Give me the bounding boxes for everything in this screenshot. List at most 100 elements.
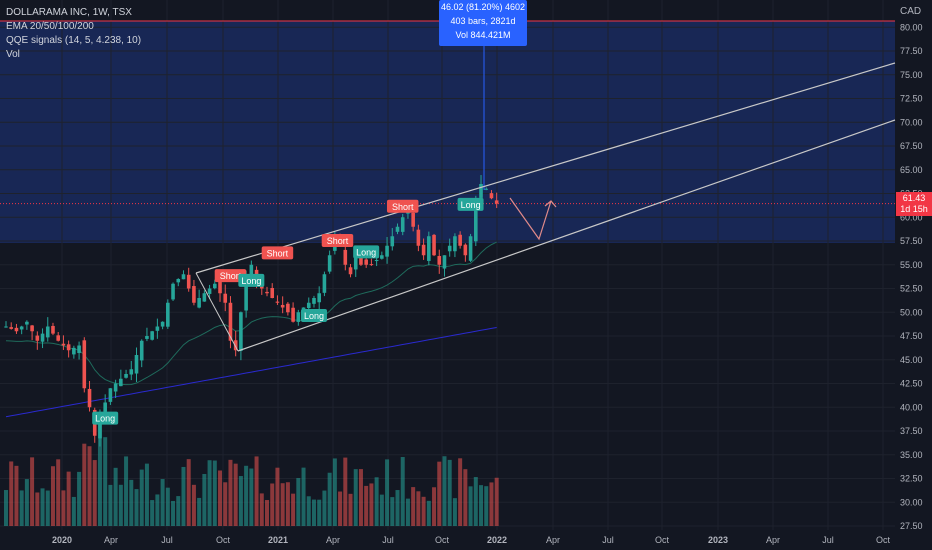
candle-body: [98, 416, 102, 439]
channel-lower-line: [237, 119, 896, 352]
candle-body: [327, 255, 332, 272]
volume-bar: [24, 479, 29, 526]
candle-body: [134, 355, 139, 374]
volume-bar: [447, 459, 452, 526]
signal-label: Short: [392, 202, 414, 212]
volume-bar: [134, 489, 139, 526]
volume-bar: [338, 491, 343, 526]
candle-body: [61, 343, 66, 346]
candle-body: [40, 333, 45, 342]
indicator-qqe[interactable]: QQE signals (14, 5, 4.238, 10): [6, 35, 142, 46]
volume-bar: [155, 494, 160, 526]
last-price-tag: 61.43 1d 15h: [896, 192, 932, 216]
candle-body: [479, 184, 483, 198]
symbol-title[interactable]: DOLLARAMA INC, 1W, TSX: [6, 7, 132, 18]
volume-bar: [139, 469, 144, 526]
candle-body: [348, 267, 353, 275]
signal-label-bg: [300, 309, 327, 323]
volume-bar: [426, 500, 431, 526]
candle-body: [322, 274, 327, 293]
candle-body: [437, 256, 442, 265]
candle-body: [228, 302, 233, 341]
candle-body: [468, 236, 473, 261]
volume-bar: [291, 493, 296, 526]
y-tick-label: 80.00: [900, 22, 923, 32]
candle-body: [380, 255, 384, 259]
x-tick-label: 2022: [487, 535, 507, 545]
volume-bar: [452, 498, 457, 526]
candle-body: [14, 327, 19, 332]
y-tick-label: 77.50: [900, 46, 923, 56]
volume-bar: [233, 463, 238, 526]
volume-bar: [353, 469, 358, 526]
volume-bar: [218, 470, 223, 526]
y-tick-label: 75.00: [900, 70, 923, 80]
currency-label: CAD: [900, 6, 922, 17]
candle-body: [400, 217, 405, 232]
volume-bar: [35, 492, 40, 526]
volume-bar: [144, 463, 149, 526]
y-tick-label: 47.50: [900, 331, 923, 341]
candle-body: [103, 402, 107, 412]
bar-countdown: 1d 15h: [900, 204, 928, 214]
candle-body: [291, 307, 295, 322]
volume-bar: [421, 496, 426, 526]
y-tick-label: 72.50: [900, 94, 923, 104]
channel-left-edge: [195, 272, 239, 352]
candle-body: [72, 347, 76, 355]
candle-body: [489, 193, 494, 199]
candle-body: [4, 326, 8, 328]
candle-body: [207, 288, 212, 294]
indicator-vol[interactable]: Vol: [6, 49, 20, 60]
volume-bar: [108, 484, 113, 526]
signal-label-bg: [321, 234, 354, 247]
signal-label: Short: [327, 236, 349, 246]
volume-bar: [249, 468, 254, 526]
volume-bar: [45, 490, 50, 526]
candle-body: [19, 326, 24, 330]
volume-bar: [87, 446, 92, 526]
candle-body: [458, 234, 462, 246]
volume-bar: [124, 456, 129, 526]
volume-bars: [4, 422, 499, 526]
candle-body: [202, 293, 207, 302]
volume-bar: [19, 490, 24, 526]
x-tick-label: Jul: [161, 535, 173, 545]
y-tick-label: 67.50: [900, 141, 923, 151]
time-axis[interactable]: 2020 Apr Jul Oct 2021 Apr Jul Oct 2022 Apr Jul Oct 2…: [52, 535, 891, 545]
y-tick-label: 30.00: [900, 497, 923, 507]
volume-bar: [71, 496, 76, 526]
candle-body: [359, 257, 363, 265]
indicator-ema[interactable]: EMA 20/50/100/200: [6, 21, 94, 32]
volume-bar: [405, 498, 410, 526]
x-tick-label: Jul: [602, 535, 614, 545]
candle-body: [218, 281, 222, 294]
x-tick-label: Apr: [766, 535, 780, 545]
volume-bar: [494, 477, 499, 526]
volume-bar: [280, 483, 285, 526]
y-tick-label: 60.00: [900, 212, 923, 222]
y-tick-label: 35.00: [900, 450, 923, 460]
volume-bar: [171, 500, 176, 526]
x-tick-label: Apr: [326, 535, 340, 545]
trend-channel[interactable]: [195, 62, 896, 352]
measure-volume: Vol 844.421M: [455, 30, 511, 40]
volume-bar: [479, 485, 484, 526]
y-tick-label: 40.00: [900, 402, 923, 412]
chart-grid: [0, 0, 895, 530]
volume-bar: [244, 465, 249, 526]
volume-bar: [238, 476, 243, 526]
volume-bar: [150, 500, 155, 526]
candle-body: [265, 291, 269, 294]
signal-label-bg: [92, 411, 119, 425]
price-axis[interactable]: 80.0077.5075.0072.5070.0067.5065.0062.50…: [900, 22, 923, 531]
candle-body: [181, 274, 186, 280]
candle-body: [494, 200, 499, 204]
candle-body: [9, 327, 14, 329]
candle-body: [286, 303, 290, 313]
volume-bar: [191, 484, 196, 526]
signal-label-bg: [353, 245, 380, 259]
x-tick-label: 2020: [52, 535, 72, 545]
y-tick-label: 32.50: [900, 474, 923, 484]
